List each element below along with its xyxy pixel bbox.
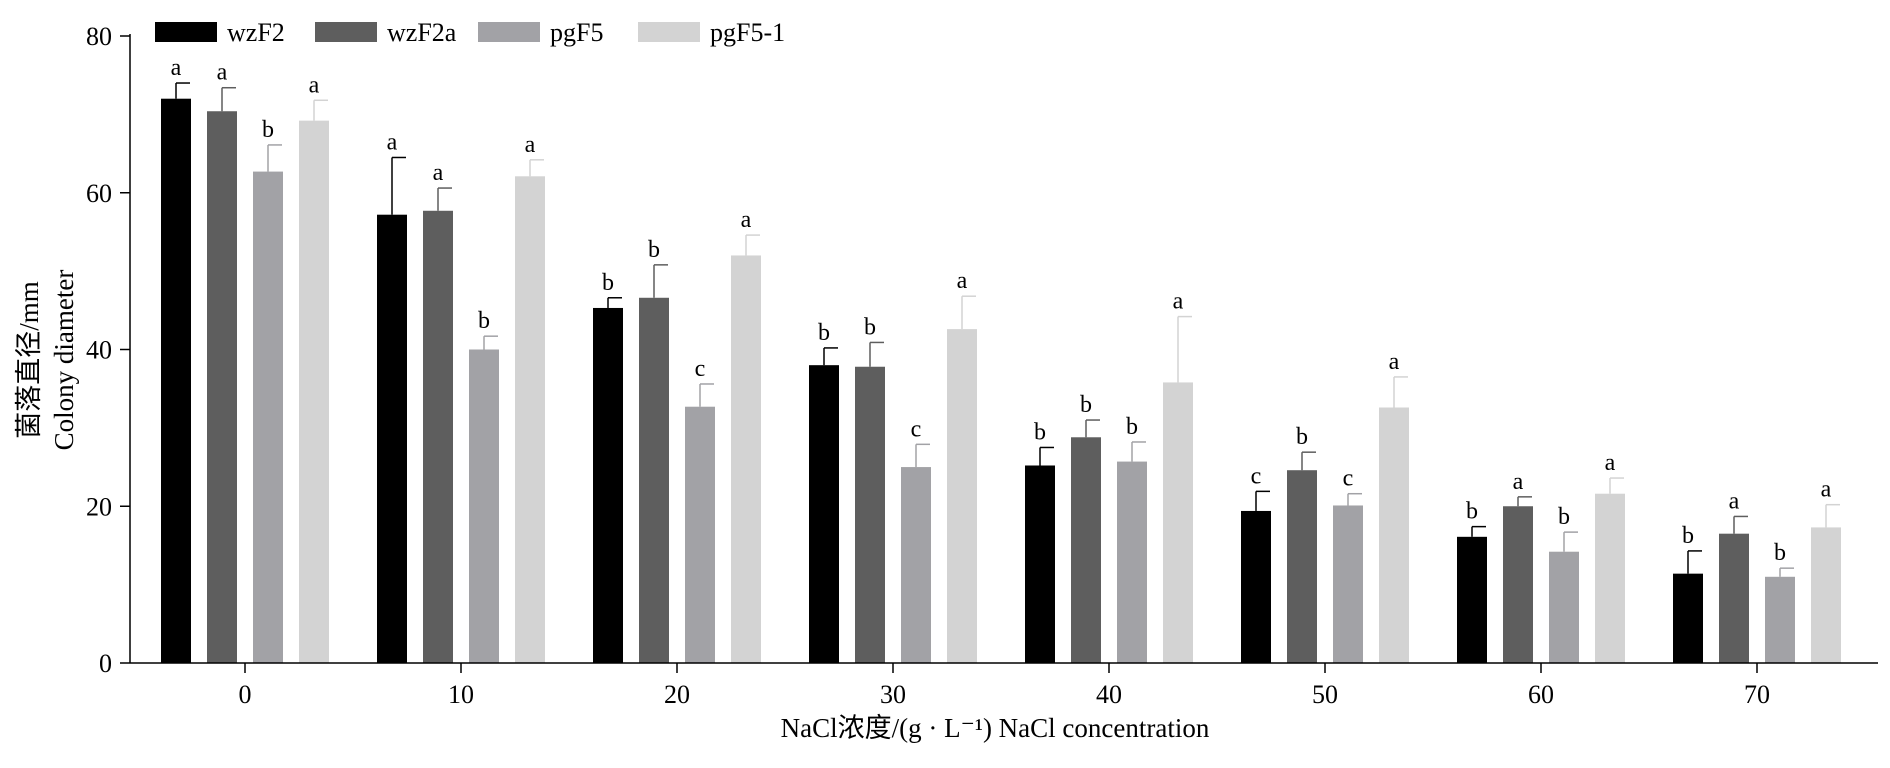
y-tick-label-40: 40 <box>86 336 112 365</box>
bar-pgF5-1-20 <box>731 255 761 663</box>
bar-wzF2a-30 <box>855 366 885 663</box>
bar-wzF2a-20 <box>639 297 669 663</box>
significance-letter-pgF5-1-10: a <box>525 132 536 158</box>
bar-pgF5-1-10 <box>515 176 545 663</box>
x-tick-label-70: 70 <box>1744 680 1770 709</box>
significance-letter-pgF5-1-60: a <box>1605 450 1616 476</box>
x-tick-label-30: 30 <box>880 680 906 709</box>
x-tick-label-20: 20 <box>664 680 690 709</box>
legend-swatch-pgF5-1 <box>638 22 700 42</box>
legend-label-pgF5-1: pgF5-1 <box>710 18 785 47</box>
bar-wzF2a-70 <box>1719 533 1749 663</box>
y-tick-label-20: 20 <box>86 492 112 521</box>
legend-label-wzF2a: wzF2a <box>387 18 457 47</box>
significance-letter-pgF5-0: b <box>262 117 274 143</box>
bars-layer <box>161 98 1841 664</box>
significance-letter-wzF2-70: b <box>1682 523 1694 549</box>
significance-letter-pgF5-30: c <box>911 416 922 442</box>
bar-pgF5-30 <box>901 467 931 663</box>
significance-letter-pgF5-1-20: a <box>741 207 752 233</box>
x-tick-label-0: 0 <box>239 680 252 709</box>
legend-label-wzF2: wzF2 <box>227 18 285 47</box>
bar-pgF5-10 <box>469 349 499 663</box>
y-tick-label-60: 60 <box>86 179 112 208</box>
significance-letter-pgF5-1-70: a <box>1821 477 1832 503</box>
significance-letter-wzF2a-0: a <box>217 60 228 86</box>
significance-letter-wzF2a-20: b <box>648 237 660 263</box>
bar-wzF2-60 <box>1457 536 1487 663</box>
bar-wzF2-50 <box>1241 510 1271 663</box>
significance-letter-wzF2-50: c <box>1251 463 1262 489</box>
bar-wzF2-40 <box>1025 465 1055 663</box>
bar-pgF5-1-60 <box>1595 493 1625 663</box>
bar-wzF2-20 <box>593 307 623 663</box>
legend-swatch-wzF2 <box>155 22 217 42</box>
bar-wzF2a-10 <box>423 210 453 663</box>
significance-letter-pgF5-10: b <box>478 308 490 334</box>
significance-letter-wzF2-20: b <box>602 270 614 296</box>
bar-pgF5-1-0 <box>299 120 329 663</box>
significance-letter-pgF5-1-0: a <box>309 72 320 98</box>
y-axis-label-cn: 菌落直径/mm <box>14 281 44 439</box>
legend-swatch-wzF2a <box>315 22 377 42</box>
bar-pgF5-60 <box>1549 551 1579 663</box>
bar-wzF2a-40 <box>1071 437 1101 663</box>
axes-layer: 0 20 40 60 80 0 10 20 30 40 50 60 70 <box>86 22 1878 709</box>
bar-wzF2-10 <box>377 214 407 663</box>
bar-pgF5-1-40 <box>1163 382 1193 663</box>
significance-letter-wzF2a-40: b <box>1080 392 1092 418</box>
significance-letter-wzF2a-30: b <box>864 314 876 340</box>
bar-pgF5-20 <box>685 406 715 663</box>
legend: wzF2 wzF2a pgF5 pgF5-1 <box>155 18 785 47</box>
x-tick-label-40: 40 <box>1096 680 1122 709</box>
significance-letter-pgF5-20: c <box>695 356 706 382</box>
legend-label-pgF5: pgF5 <box>550 18 603 47</box>
y-axis-label: 菌落直径/mm Colony diameter <box>14 270 79 451</box>
x-axis-label: NaCl浓度/(g · L⁻¹) NaCl concentration <box>781 713 1210 743</box>
bar-pgF5-1-30 <box>947 329 977 663</box>
bar-wzF2a-50 <box>1287 470 1317 663</box>
significance-letter-wzF2-30: b <box>818 320 830 346</box>
significance-letter-pgF5-70: b <box>1774 540 1786 566</box>
y-tick-label-0: 0 <box>99 649 112 678</box>
bar-pgF5-50 <box>1333 505 1363 663</box>
bar-pgF5-1-70 <box>1811 527 1841 663</box>
significance-letter-pgF5-1-40: a <box>1173 289 1184 315</box>
bar-wzF2a-0 <box>207 111 237 664</box>
significance-letter-pgF5-40: b <box>1126 414 1138 440</box>
significance-letter-wzF2a-60: a <box>1513 469 1524 495</box>
significance-letter-wzF2a-70: a <box>1729 488 1740 514</box>
significance-letter-wzF2-60: b <box>1466 499 1478 525</box>
x-tick-label-10: 10 <box>448 680 474 709</box>
significance-letter-wzF2-0: a <box>171 55 182 81</box>
bar-pgF5-40 <box>1117 461 1147 663</box>
bar-pgF5-0 <box>253 171 283 663</box>
significance-letters-layer: a a b b b c b b a a b b b b a a b b c c b c b b a a a a a a a a <box>171 55 1832 566</box>
bar-pgF5-1-50 <box>1379 407 1409 663</box>
bar-wzF2-30 <box>809 365 839 663</box>
x-tick-label-50: 50 <box>1312 680 1338 709</box>
significance-letter-pgF5-50: c <box>1343 466 1354 492</box>
significance-letter-wzF2-10: a <box>387 129 398 155</box>
error-bars-layer <box>175 82 1840 577</box>
bar-wzF2-0 <box>161 98 191 663</box>
significance-letter-wzF2a-10: a <box>433 160 444 186</box>
significance-letter-pgF5-1-30: a <box>957 268 968 294</box>
bar-wzF2a-60 <box>1503 506 1533 663</box>
significance-letter-pgF5-1-50: a <box>1389 349 1400 375</box>
bar-pgF5-70 <box>1765 576 1795 663</box>
significance-letter-wzF2-40: b <box>1034 419 1046 445</box>
significance-letter-wzF2a-50: b <box>1296 424 1308 450</box>
y-axis-label-en: Colony diameter <box>49 270 79 451</box>
x-tick-label-60: 60 <box>1528 680 1554 709</box>
legend-swatch-pgF5 <box>478 22 540 42</box>
y-tick-label-80: 80 <box>86 22 112 51</box>
bar-wzF2-70 <box>1673 573 1703 663</box>
significance-letter-pgF5-60: b <box>1558 504 1570 530</box>
